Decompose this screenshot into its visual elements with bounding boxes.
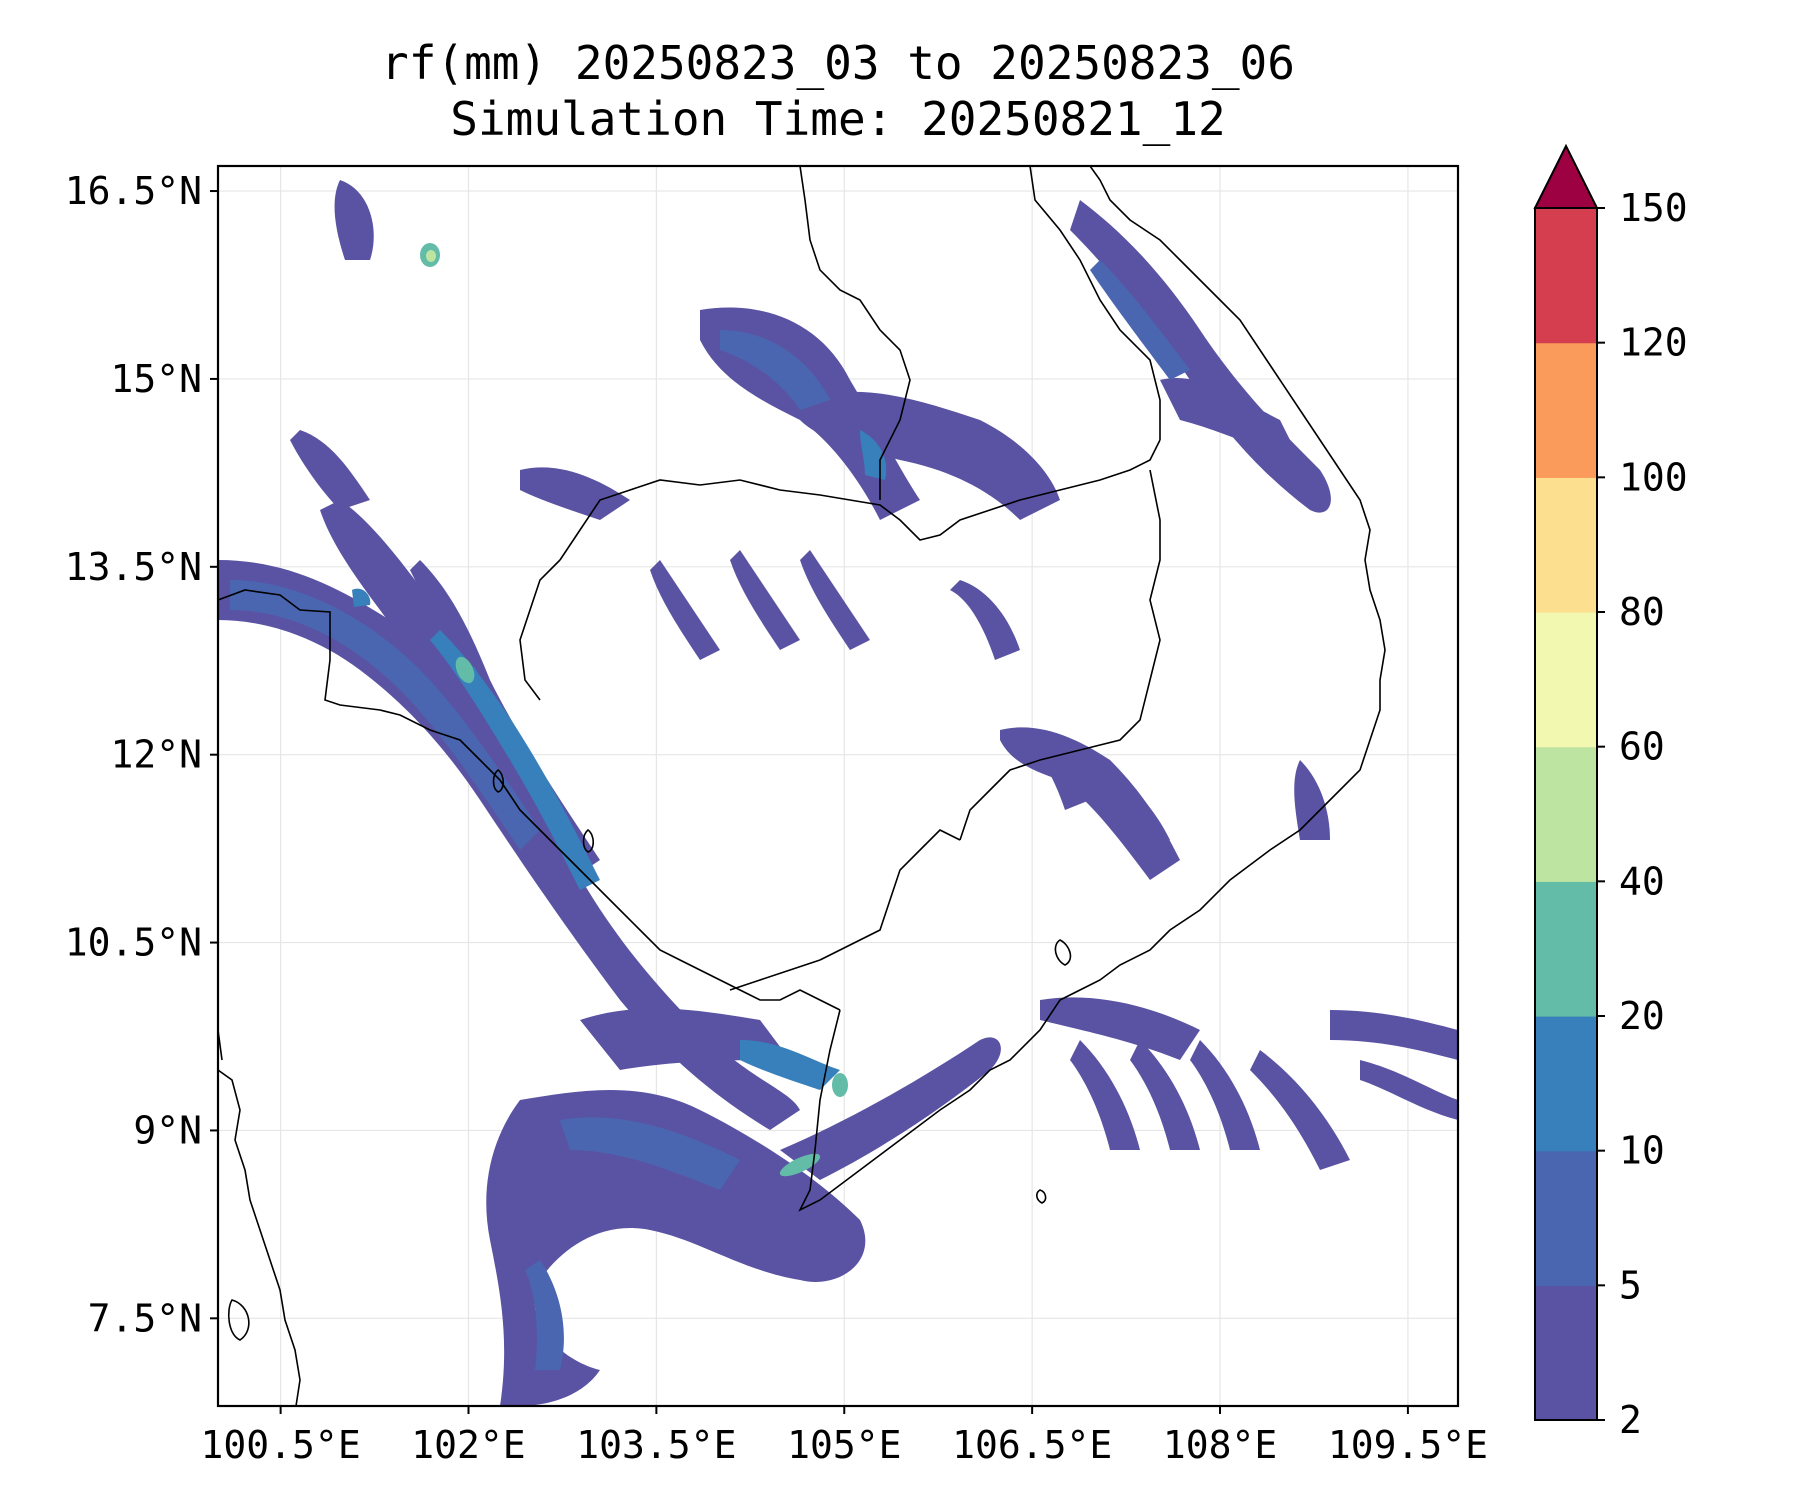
- axis-ticks: [210, 190, 1409, 1414]
- x-tick-label: 100.5°E: [201, 1423, 361, 1467]
- colorbar-segment: [1535, 342, 1597, 478]
- x-tick-labels: 100.5°E 102°E 103.5°E 105°E 106.5°E 108°E 109.…: [201, 1423, 1488, 1467]
- colorbar-segment: [1535, 477, 1597, 613]
- colorbar-segment: [1535, 208, 1597, 344]
- colorbar-segment: [1535, 881, 1597, 1017]
- coastlines-borders: [218, 166, 1386, 1406]
- chart-title-line2: Simulation Time: 20250821_12: [450, 92, 1226, 146]
- colorbar-tick-label: 20: [1619, 994, 1665, 1038]
- colorbar-tick-label: 40: [1619, 859, 1665, 903]
- x-tick-label: 106.5°E: [952, 1423, 1112, 1467]
- colorbar-segment: [1535, 1016, 1597, 1152]
- rain-level-40-60: [426, 250, 436, 262]
- plot-frame: [216, 164, 1460, 1408]
- colorbar-tick-label: 2: [1619, 1398, 1642, 1442]
- colorbar-segment: [1535, 1150, 1597, 1286]
- colorbar-extend-arrow: [1533, 143, 1599, 209]
- y-tick-label: 16.5°N: [65, 169, 202, 213]
- rain-level-5-10: [230, 260, 1190, 1370]
- x-tick-label: 103.5°E: [576, 1423, 736, 1467]
- chart-title-line1: rf(mm) 20250823_03 to 20250823_06: [381, 36, 1295, 90]
- y-tick-label: 9°N: [133, 1108, 202, 1152]
- x-tick-label: 108°E: [1163, 1423, 1277, 1467]
- y-tick-labels: 16.5°N 15°N 13.5°N 12°N 10.5°N 9°N 7.5°N: [65, 169, 202, 1340]
- colorbar-tick-label: 10: [1619, 1129, 1665, 1173]
- colorbar-tick-label: 60: [1619, 725, 1665, 769]
- colorbar-frame: [1534, 207, 1598, 1421]
- colorbar: 2 5 10 20 40 60 80 100 120 150: [1533, 143, 1688, 1442]
- colorbar-tick-label: 5: [1619, 1263, 1642, 1307]
- colorbar-segment: [1535, 746, 1597, 882]
- y-tick-label: 12°N: [110, 733, 202, 777]
- x-tick-label: 102°E: [411, 1423, 525, 1467]
- colorbar-tick-label: 150: [1619, 186, 1688, 230]
- x-tick-label: 109.5°E: [1328, 1423, 1488, 1467]
- y-tick-label: 13.5°N: [65, 545, 202, 589]
- colorbar-tick-label: 80: [1619, 590, 1665, 634]
- rain-band-south: [486, 1008, 1001, 1406]
- colorbar-tick-label: 100: [1619, 455, 1688, 499]
- y-tick-label: 10.5°N: [65, 921, 202, 965]
- y-tick-label: 7.5°N: [88, 1296, 202, 1340]
- y-tick-label: 15°N: [110, 357, 202, 401]
- x-tick-label: 105°E: [787, 1423, 901, 1467]
- rain-band-center: [650, 550, 1090, 810]
- colorbar-tick-label: 120: [1619, 321, 1688, 365]
- colorbar-segment: [1535, 1285, 1597, 1421]
- rainfall-layer: [218, 180, 1458, 1406]
- colorbar-segment: [1535, 612, 1597, 748]
- rain-band-east: [1000, 727, 1458, 1170]
